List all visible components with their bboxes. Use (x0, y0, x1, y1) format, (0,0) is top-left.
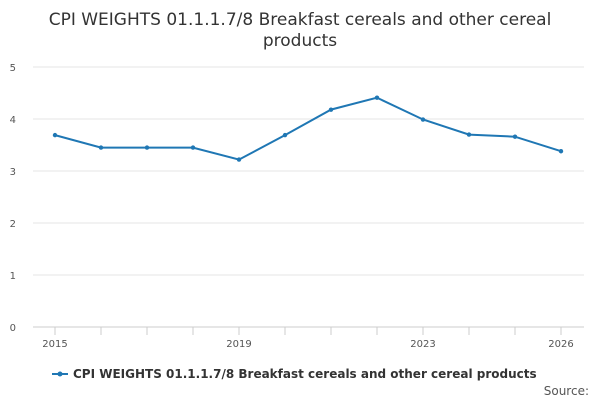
data-point[interactable] (374, 95, 380, 100)
x-tick-label: 2026 (548, 339, 573, 350)
data-point[interactable] (328, 107, 334, 112)
y-tick-label: 1 (10, 271, 16, 282)
legend-label: CPI WEIGHTS 01.1.1.7/8 Breakfast cereals… (73, 367, 537, 381)
series-points (52, 95, 564, 162)
x-tick-label: 2015 (42, 339, 67, 350)
data-point[interactable] (52, 132, 58, 138)
chart-title-line-1: CPI WEIGHTS 01.1.1.7/8 Breakfast cereals… (49, 10, 552, 30)
x-tick-label: 2019 (226, 339, 251, 350)
x-axis-tick-marks (54, 327, 562, 335)
data-point[interactable] (420, 117, 426, 122)
source-label: Source: (544, 384, 589, 398)
y-tick-label: 4 (10, 115, 16, 126)
y-tick-label: 3 (10, 167, 16, 178)
x-axis-ticks: 2015 2019 2023 2026 (42, 339, 573, 350)
data-point[interactable] (144, 145, 150, 150)
data-point[interactable] (236, 157, 242, 162)
legend-marker-icon (57, 371, 63, 377)
gridlines (33, 66, 584, 276)
data-point[interactable] (466, 132, 472, 137)
chart-title-line-2: products (263, 31, 337, 51)
data-point[interactable] (190, 145, 196, 150)
data-point[interactable] (98, 145, 104, 150)
y-axis-ticks: 0 1 2 3 4 5 (10, 63, 16, 334)
y-tick-label: 0 (10, 323, 16, 334)
data-point[interactable] (282, 132, 288, 138)
data-point[interactable] (512, 134, 518, 139)
y-tick-label: 5 (10, 63, 16, 74)
data-point[interactable] (558, 149, 564, 154)
y-tick-label: 2 (10, 219, 16, 230)
series-line (54, 96, 562, 161)
legend[interactable]: CPI WEIGHTS 01.1.1.7/8 Breakfast cereals… (52, 367, 537, 381)
x-tick-label: 2023 (410, 339, 435, 350)
